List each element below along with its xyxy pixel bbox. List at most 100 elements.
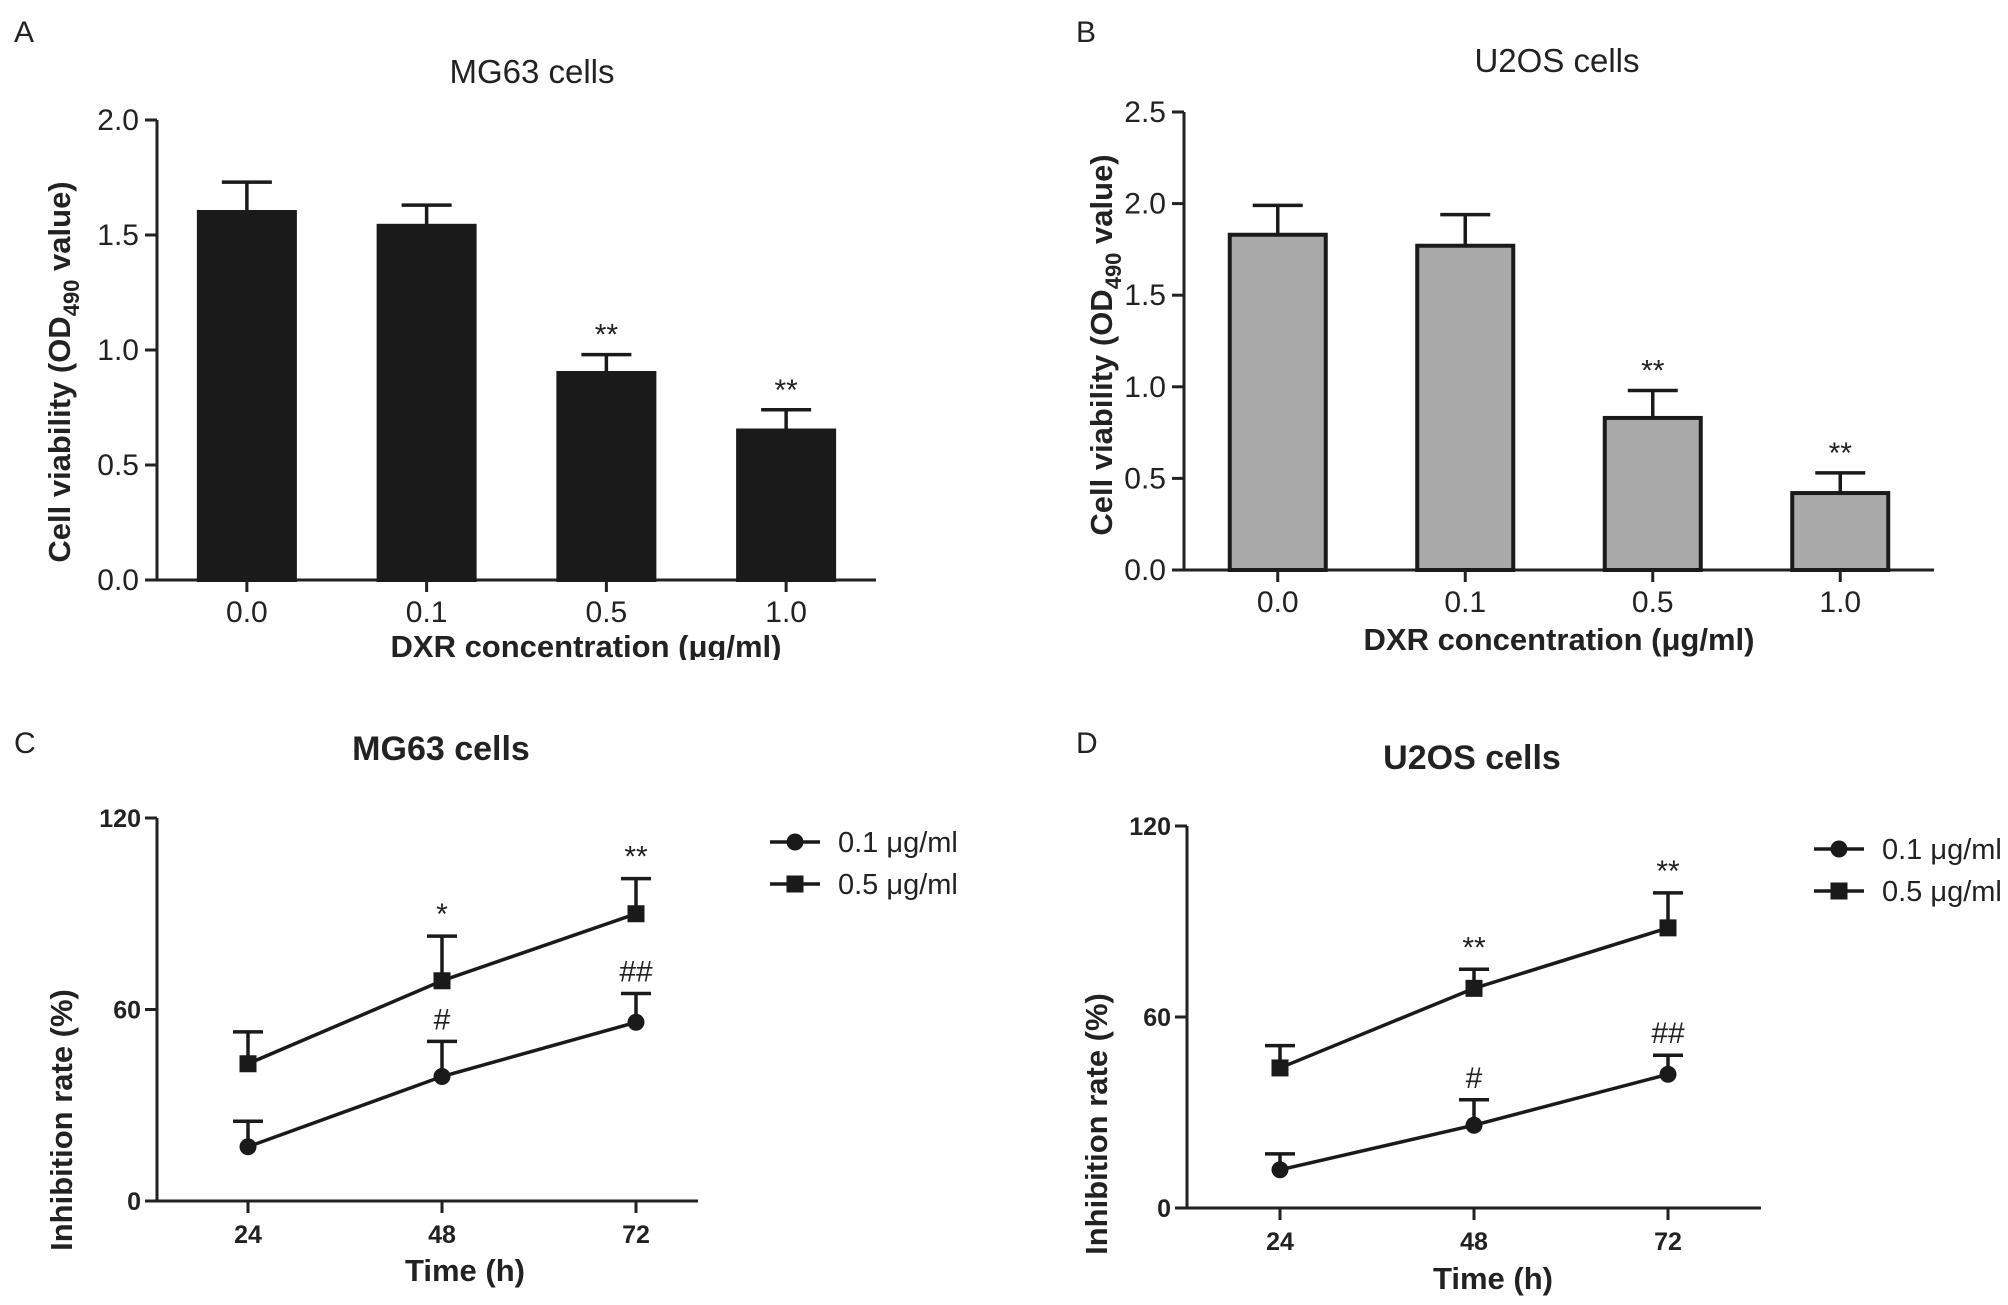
- chart-b-ytick-label: 0.5: [1124, 462, 1166, 495]
- chart-c-xtick-label: 72: [622, 1221, 650, 1249]
- chart-d-significance: #: [1466, 1062, 1483, 1095]
- panel-label-c: C: [14, 727, 36, 760]
- chart-a-ytick-label: 2.0: [97, 104, 139, 137]
- chart-a-ytick-label: 0.5: [97, 449, 139, 482]
- chart-d-xtick-label: 72: [1654, 1228, 1682, 1256]
- chart-c-xtick-label: 48: [428, 1221, 456, 1249]
- chart-b: B U2OS cells 0.0 0.5 1.0 1.5 2.0 2.5 0.0 0.1 0.5…: [1076, 16, 1934, 657]
- chart-b-ylabel-post: value): [1084, 154, 1119, 252]
- chart-a-ylabel-pre: Cell viability (OD: [42, 316, 77, 562]
- chart-c-ylabel: Inhibition rate (%): [44, 989, 79, 1251]
- chart-c-legend-label: 0.5 μg/ml: [838, 869, 958, 901]
- chart-a-ytick-label: 1.5: [97, 219, 139, 252]
- chart-d-ytick-label: 60: [1143, 1004, 1171, 1032]
- chart-a-bar: [556, 371, 657, 582]
- chart-a-ytick-label: 0.0: [97, 564, 139, 597]
- chart-d-legend-label: 0.5 μg/ml: [1882, 876, 2002, 908]
- chart-d-xlabel: Time (h): [1433, 1261, 1553, 1296]
- chart-d-significance: ##: [1651, 1017, 1685, 1050]
- chart-b-ytick-label: 0.0: [1124, 554, 1166, 587]
- chart-a-xtick-label: 0.0: [226, 596, 268, 629]
- chart-c-title: MG63 cells: [352, 730, 530, 768]
- chart-a-yaxis-label: Cell viability (OD490 value): [42, 181, 84, 562]
- chart-c-ytick-label: 60: [113, 997, 141, 1025]
- chart-c-significance: ##: [619, 956, 653, 989]
- chart-a-significance: **: [774, 374, 798, 407]
- chart-a-ytick-label: 1.0: [97, 334, 139, 367]
- chart-b-ytick-label: 1.0: [1124, 371, 1166, 404]
- chart-c-point-square: [627, 905, 645, 923]
- chart-b-ytick-label: 1.5: [1124, 279, 1166, 312]
- chart-d-ytick-label: 0: [1157, 1195, 1171, 1223]
- chart-a-marks: 0.0 0.5 1.0 1.5 2.0 0.0 0.1 0.5 ** 1.0 **: [97, 104, 876, 629]
- chart-c-legend-label: 0.1 μg/ml: [838, 827, 958, 859]
- chart-a: A MG63 cells 0.0 0.5 1.0 1.5 2.0 0.0 0.1 0.5 ** 1…: [14, 16, 876, 660]
- chart-a-bar: [736, 428, 837, 582]
- chart-b-significance: **: [1829, 437, 1853, 470]
- chart-c-significance: **: [624, 841, 648, 874]
- chart-b-xtick-label: 0.1: [1444, 586, 1486, 619]
- chart-b-ytick-label: 2.5: [1124, 96, 1166, 129]
- chart-d-xtick-label: 24: [1266, 1228, 1294, 1256]
- chart-b-bar: [1790, 491, 1891, 572]
- chart-d-significance: **: [1656, 855, 1680, 888]
- chart-b-xlabel: DXR concentration (μg/ml): [1364, 622, 1755, 657]
- chart-c-xlabel: Time (h): [405, 1253, 525, 1288]
- chart-d-ytick-label: 120: [1129, 813, 1171, 841]
- chart-b-ylabel-pre: Cell viability (OD: [1084, 289, 1119, 535]
- chart-b-bar: [1227, 232, 1328, 573]
- chart-d-point-square: [1659, 919, 1677, 937]
- chart-c-point-circle: [627, 1013, 645, 1031]
- chart-d-title: U2OS cells: [1383, 739, 1561, 777]
- panel-label-a: A: [14, 16, 34, 49]
- chart-c-ytick-label: 120: [99, 805, 141, 833]
- chart-c-point-square: [239, 1055, 257, 1073]
- chart-c-point-square: [433, 972, 451, 990]
- chart-c-legend-marker: [786, 875, 804, 893]
- chart-d-legend-marker: [1830, 840, 1848, 858]
- chart-c-significance: #: [434, 1003, 451, 1036]
- chart-b-bar: [1415, 243, 1516, 572]
- chart-d-legend-marker: [1830, 882, 1848, 900]
- svg-text:Cell viability (OD490 value): Cell viability (OD490 value): [42, 181, 84, 562]
- chart-b-title: U2OS cells: [1474, 42, 1639, 79]
- chart-d-point-square: [1465, 979, 1483, 997]
- chart-c-point-circle: [239, 1138, 257, 1156]
- chart-b-ytick-label: 2.0: [1124, 188, 1166, 221]
- chart-a-bar: [376, 223, 477, 583]
- chart-a-xtick-label: 1.0: [765, 596, 807, 629]
- chart-d-significance: **: [1462, 931, 1486, 964]
- chart-a-xlabel: DXR concentration (μg/ml): [391, 629, 782, 660]
- chart-a-xtick-label: 0.5: [586, 596, 628, 629]
- chart-b-marks: 0.0 0.5 1.0 1.5 2.0 2.5 0.0 0.1 0.5 ** 1.0 **: [1124, 96, 1934, 619]
- chart-c-point-circle: [433, 1068, 451, 1086]
- chart-c-ytick-label: 0: [127, 1188, 141, 1216]
- chart-d-point-circle: [1465, 1116, 1483, 1134]
- chart-b-bar: [1602, 415, 1703, 572]
- svg-text:Cell viability (OD490 value): Cell viability (OD490 value): [1084, 154, 1126, 535]
- chart-c-xtick-label: 24: [234, 1221, 262, 1249]
- panel-label-b: B: [1076, 16, 1096, 49]
- chart-a-bar: [196, 210, 297, 582]
- chart-b-significance: **: [1641, 354, 1665, 387]
- chart-a-xtick-label: 0.1: [406, 596, 448, 629]
- chart-d-legend-label: 0.1 μg/ml: [1882, 834, 2002, 866]
- panel-label-d: D: [1076, 727, 1098, 760]
- chart-b-xtick-label: 1.0: [1819, 586, 1861, 619]
- chart-d-point-circle: [1659, 1065, 1677, 1083]
- chart-d-point-circle: [1271, 1161, 1289, 1179]
- chart-a-significance: **: [595, 319, 619, 352]
- chart-a-ylabel-sub: 490: [59, 280, 84, 317]
- chart-c-legend-marker: [786, 833, 804, 851]
- chart-d-point-square: [1271, 1059, 1289, 1077]
- chart-d-xtick-label: 48: [1460, 1228, 1488, 1256]
- chart-c-significance: *: [436, 898, 448, 931]
- chart-a-title: MG63 cells: [449, 53, 614, 90]
- chart-d-ylabel: Inhibition rate (%): [1079, 993, 1114, 1255]
- chart-b-yaxis-label: Cell viability (OD490 value): [1084, 154, 1126, 535]
- chart-b-ylabel-sub: 490: [1101, 253, 1126, 290]
